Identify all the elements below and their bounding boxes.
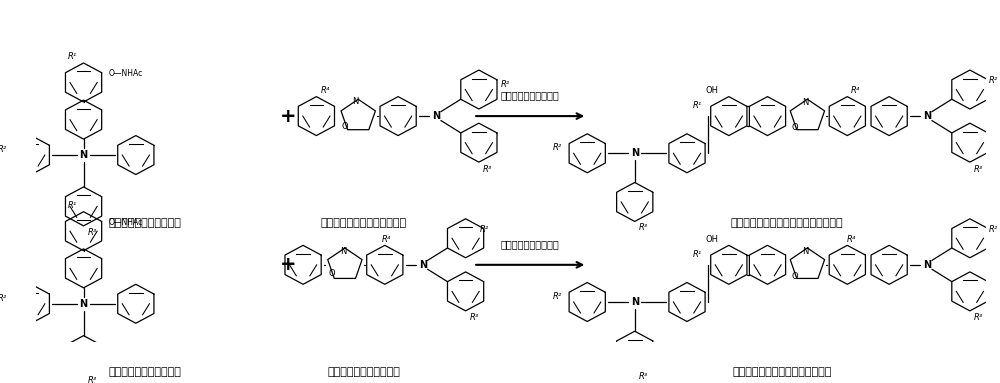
Text: R³: R³ — [639, 372, 648, 381]
Text: R⁴: R⁴ — [321, 86, 331, 95]
Text: R³: R³ — [974, 165, 983, 174]
Text: R¹: R¹ — [68, 52, 77, 61]
Text: R³: R³ — [87, 228, 97, 237]
Text: O: O — [328, 269, 335, 278]
Text: N: N — [432, 111, 440, 121]
Text: 三苯胺取代的唑类衍生物: 三苯胺取代的唑类衍生物 — [327, 367, 400, 376]
Text: N: N — [352, 97, 359, 106]
Text: 催化剂、添加剂和溶剂: 催化剂、添加剂和溶剂 — [501, 239, 560, 249]
Text: R²: R² — [988, 76, 998, 85]
Text: N: N — [419, 260, 427, 270]
Text: O: O — [342, 122, 348, 131]
Text: R²: R² — [553, 144, 563, 152]
Text: +: + — [280, 255, 296, 274]
Text: N: N — [923, 111, 931, 121]
Text: R⁴: R⁴ — [850, 86, 860, 95]
Text: OH: OH — [705, 86, 718, 95]
Text: R⁴: R⁴ — [382, 235, 391, 244]
Text: N: N — [340, 247, 346, 256]
Text: N: N — [80, 299, 88, 309]
Text: R³: R³ — [469, 313, 479, 322]
Text: O: O — [792, 272, 798, 281]
Text: R²: R² — [0, 145, 7, 154]
Text: O—NHAc: O—NHAc — [108, 69, 143, 78]
Text: N: N — [631, 148, 639, 158]
Text: 双三苯胺取代的邻羟基唑类衍生物: 双三苯胺取代的邻羟基唑类衍生物 — [732, 367, 832, 376]
Text: N: N — [802, 98, 809, 107]
Text: 三苯胺取代的酚类衍生物: 三苯胺取代的酚类衍生物 — [109, 367, 182, 376]
Text: R³: R³ — [974, 313, 983, 322]
Text: R²: R² — [0, 294, 7, 303]
Text: R²: R² — [553, 292, 563, 301]
Text: R⁴: R⁴ — [846, 235, 856, 244]
Text: N: N — [80, 150, 88, 160]
Text: R¹: R¹ — [693, 101, 702, 110]
Text: N: N — [631, 297, 639, 307]
Text: R³: R³ — [483, 165, 492, 174]
Text: N: N — [802, 247, 809, 256]
Text: O—NHAc: O—NHAc — [108, 218, 143, 227]
Text: 三苯胺取代的苯并唑类衍生物: 三苯胺取代的苯并唑类衍生物 — [321, 218, 407, 228]
Text: R²: R² — [480, 225, 489, 234]
Text: R²: R² — [988, 225, 998, 234]
Text: R³: R³ — [87, 376, 97, 383]
Text: R¹: R¹ — [693, 250, 702, 259]
Text: +: + — [280, 106, 296, 126]
Text: 双三苯胺取代的邻羟基苯并唑类衍生物: 双三苯胺取代的邻羟基苯并唑类衍生物 — [730, 218, 843, 228]
Text: R³: R³ — [639, 223, 648, 232]
Text: 三苯胺取代的酚类衍生物: 三苯胺取代的酚类衍生物 — [109, 218, 182, 228]
Text: 催化剂、添加剂和溶剂: 催化剂、添加剂和溶剂 — [501, 90, 560, 100]
Text: O: O — [792, 123, 798, 132]
Text: R¹: R¹ — [68, 201, 77, 210]
Text: R²: R² — [501, 80, 510, 89]
Text: OH: OH — [705, 235, 718, 244]
Text: N: N — [923, 260, 931, 270]
